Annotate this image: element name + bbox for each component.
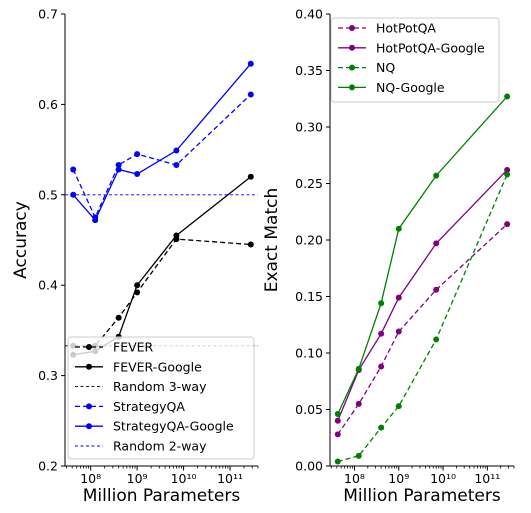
x-tick-label: 10¹⁰ (430, 471, 456, 486)
nq-google-point (334, 411, 341, 418)
legend-strategyqa-google-marker (86, 423, 92, 430)
strategyqa-line (72, 94, 252, 219)
hotpotqa-google-point (433, 240, 440, 247)
strategyqa-point (247, 91, 254, 98)
hotpotqa-google-point (334, 417, 341, 424)
legend-hotpotqa-label: HotPotQA (376, 21, 436, 36)
legend-hotpotqa-google-marker (349, 44, 355, 51)
y-tick-label: 0.3 (38, 368, 58, 383)
fever-google-point (247, 173, 254, 180)
y-tick-label: 0.5 (38, 187, 58, 202)
strategyqa-google-line (72, 63, 252, 222)
x-tick-label: 10⁸ (344, 471, 365, 486)
legend-fever-google-label: FEVER-Google (113, 359, 202, 374)
legend-hotpotqa-google-label: HotPotQA-Google (376, 40, 485, 55)
legend-nq-marker (349, 64, 355, 71)
fever-point (247, 241, 254, 248)
nq-google-point (433, 172, 440, 179)
nq-google-point (355, 365, 362, 372)
hotpotqa-google-line (337, 169, 508, 422)
hotpotqa-point (395, 328, 402, 335)
y-tick-label: 0.10 (295, 346, 323, 361)
fever-google-point (134, 282, 141, 289)
fever-google-point (173, 232, 180, 239)
nq-point (378, 424, 385, 431)
x-tick-label: 10¹¹ (217, 471, 243, 486)
legend-fever-label: FEVER (113, 340, 154, 355)
nq-point (433, 336, 440, 343)
y-tick-label: 0.25 (295, 176, 323, 191)
nq-point (334, 458, 341, 465)
legend-nq-label: NQ (376, 60, 395, 75)
legend-random-2-way-label: Random 2-way (113, 439, 207, 454)
x-axis-label: Million Parameters (83, 486, 241, 506)
legend-frame (67, 336, 255, 460)
x-tick-label: 10¹⁰ (171, 471, 197, 486)
fever-google-line (73, 176, 252, 356)
y-tick-label: 0.6 (38, 97, 58, 112)
legend-frame (330, 17, 500, 103)
nq-point (355, 452, 362, 459)
fever-point (115, 314, 122, 321)
legend: HotPotQA HotPotQA-Google NQ NQ-Google (330, 17, 500, 103)
y-axis-label: Exact Match (262, 188, 282, 293)
accuracy-chart: 0.2 0.3 0.4 0.5 0.6 0.7 10⁸ 10⁹ 10¹⁰ 10¹¹Million … (11, 7, 259, 506)
strategyqa-point (173, 161, 180, 168)
legend-strategyqa-google-label: StrategyQA-Google (113, 419, 234, 434)
strategyqa-point (70, 166, 77, 173)
y-tick-label: 0.40 (295, 7, 323, 22)
strategyqa-google-point (115, 166, 122, 173)
nq-line (337, 174, 508, 463)
legend: FEVER FEVER-Google Random 3-way StrategyQA S… (67, 336, 255, 460)
x-tick-label: 10⁹ (388, 471, 409, 486)
legend-nq-google-label: NQ-Google (376, 80, 445, 95)
x-tick-label: 10⁸ (80, 471, 101, 486)
x-axis-label: Million Parameters (343, 486, 501, 506)
legend-strategyqa-marker (86, 403, 92, 410)
fever-line (73, 238, 251, 347)
y-axis-label: Accuracy (11, 201, 31, 279)
y-tick-label: 0.00 (295, 459, 323, 474)
legend-nq-google-marker (349, 84, 355, 91)
strategyqa-google-point (92, 217, 99, 224)
y-tick-label: 0.35 (295, 63, 323, 78)
y-tick-label: 0.30 (295, 120, 323, 135)
hotpotqa-google-point (395, 294, 402, 301)
nq-google-point (504, 93, 511, 100)
exact-match-chart: 0.00 0.05 0.10 0.15 0.20 0.25 0.30 0.35 0.40 10⁸ 1… (262, 7, 515, 506)
y-tick-label: 0.2 (38, 459, 58, 474)
legend-hotpotqa-marker (349, 25, 355, 31)
nq-google-point (395, 225, 402, 232)
y-tick-label: 0.15 (295, 289, 323, 304)
y-tick-label: 0.4 (38, 278, 58, 293)
strategyqa-google-point (247, 60, 254, 67)
strategyqa-google-point (173, 147, 180, 154)
legend-random-3-way-label: Random 3-way (113, 379, 207, 394)
nq-point (504, 171, 511, 178)
strategyqa-point (115, 161, 122, 168)
x-tick-label: 10¹¹ (474, 471, 500, 486)
nq-google-line (337, 96, 508, 415)
y-tick-label: 0.7 (38, 7, 58, 22)
hotpotqa-point (504, 221, 511, 228)
legend-strategyqa-label: StrategyQA (113, 399, 185, 414)
strategyqa-point (134, 151, 141, 158)
hotpotqa-line (337, 223, 508, 435)
hotpotqa-point (378, 363, 385, 370)
hotpotqa-point (433, 286, 440, 293)
y-tick-label: 0.05 (295, 402, 323, 417)
legend-fever-google-marker (86, 363, 92, 370)
hotpotqa-point (334, 431, 341, 438)
hotpotqa-google-point (504, 166, 511, 173)
hotpotqa-google-point (378, 330, 385, 337)
y-tick-label: 0.20 (295, 233, 323, 248)
nq-point (395, 403, 402, 410)
x-tick-label: 10⁹ (127, 471, 148, 486)
hotpotqa-point (355, 400, 362, 407)
legend-fever-marker (86, 344, 92, 350)
strategyqa-google-point (134, 171, 141, 178)
nq-google-point (378, 300, 385, 307)
